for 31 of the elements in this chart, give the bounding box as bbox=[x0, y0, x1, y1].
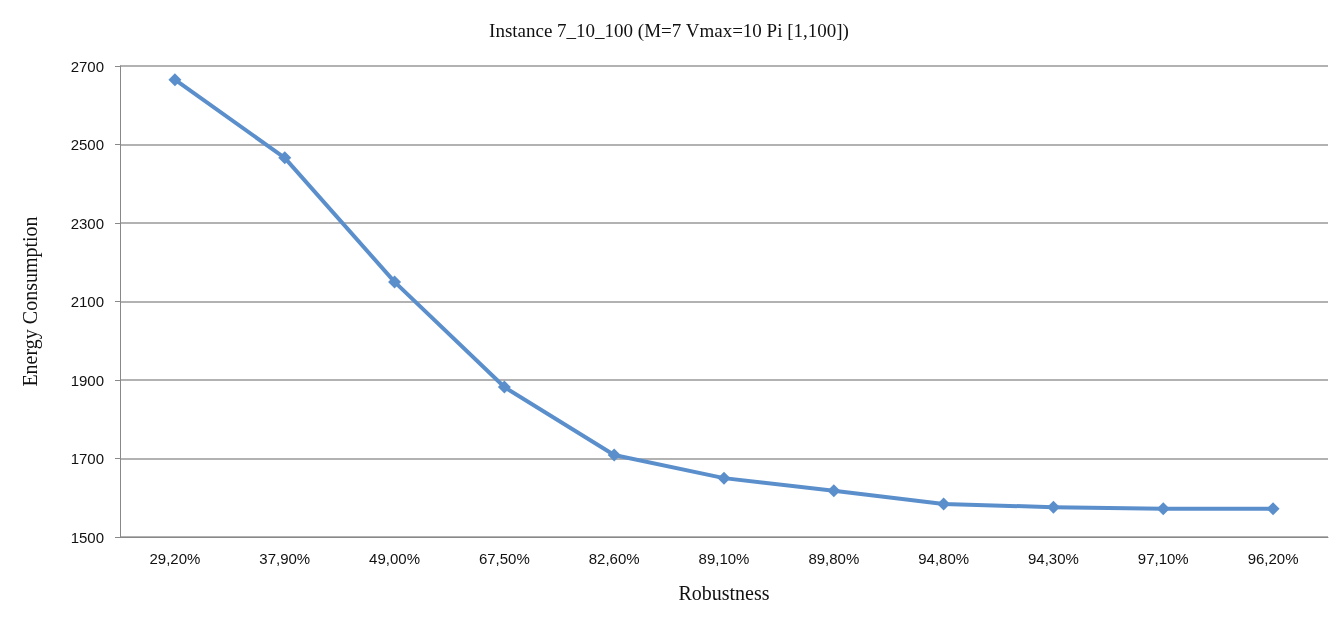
point bbox=[1266, 502, 1280, 516]
y-tick-label: 2700 bbox=[70, 57, 104, 75]
chart-title: Instance 7_10_100 (M=7 Vmax=10 Pi [1,100]) bbox=[489, 20, 849, 42]
point bbox=[388, 275, 402, 289]
y-tick-label: 1700 bbox=[70, 450, 104, 467]
x-tick-label: 37,90% bbox=[259, 550, 311, 567]
x-tick-label: 96,20% bbox=[1247, 550, 1299, 567]
point bbox=[168, 73, 182, 87]
point bbox=[497, 380, 511, 394]
y-axis-title: Energy Consumption bbox=[19, 216, 42, 387]
x-tick-label: 49,00% bbox=[369, 550, 420, 567]
point bbox=[1156, 502, 1170, 516]
x-tick-label: 97,10% bbox=[1137, 550, 1189, 567]
x-tick-label: 29,20% bbox=[149, 550, 201, 567]
y-tick-label: 2500 bbox=[70, 136, 104, 153]
y-tick-label: 1500 bbox=[70, 528, 104, 546]
y-tick-label: 2100 bbox=[70, 293, 104, 310]
point bbox=[607, 448, 621, 462]
point bbox=[827, 484, 841, 498]
x-tick-label: 94,30% bbox=[1028, 550, 1079, 567]
x-tick-label: 94,80% bbox=[918, 550, 970, 567]
x-tick-label: 67,50% bbox=[478, 550, 530, 567]
y-tick-label: 2300 bbox=[70, 214, 104, 232]
point bbox=[937, 497, 951, 511]
y-tick-label: 1900 bbox=[70, 371, 104, 389]
point bbox=[278, 151, 292, 165]
x-axis-title: Robustness bbox=[678, 582, 770, 604]
x-tick-label: 89,80% bbox=[808, 550, 860, 567]
x-tick-label: 89,10% bbox=[698, 550, 750, 567]
x-tick-label: 82,60% bbox=[588, 550, 640, 567]
point bbox=[717, 471, 731, 485]
